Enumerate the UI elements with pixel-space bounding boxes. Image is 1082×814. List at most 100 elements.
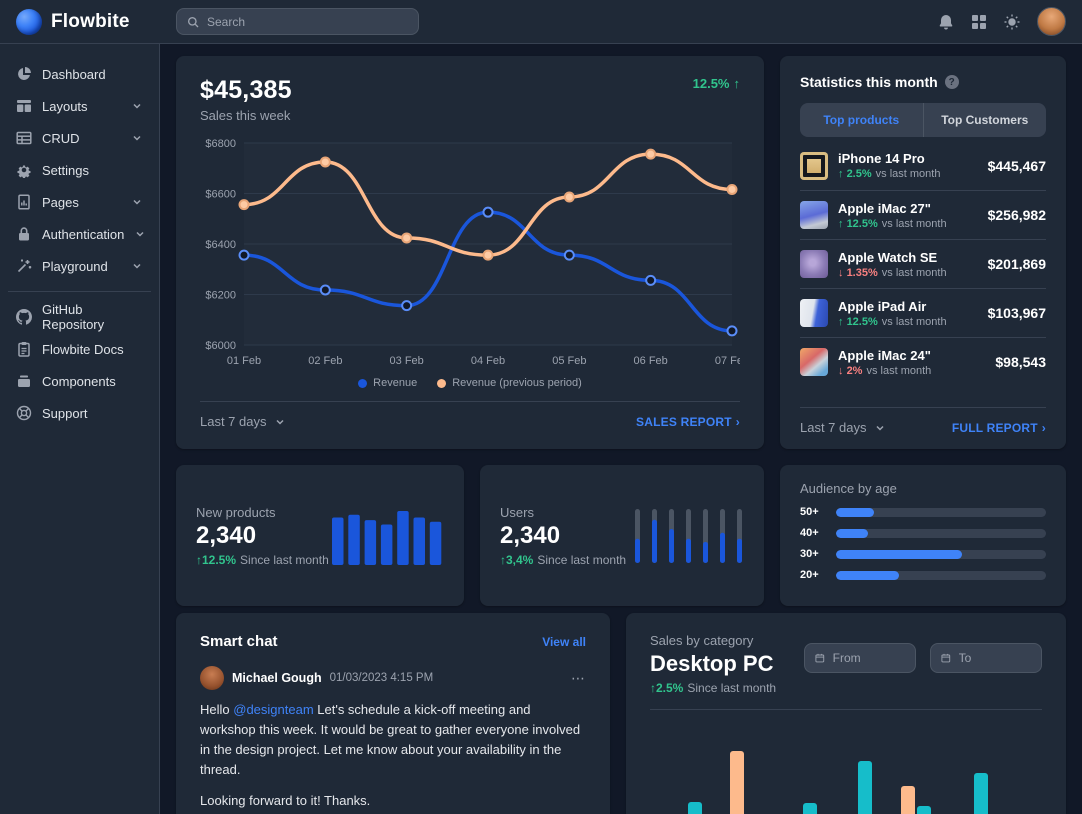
- smart-chat-card: Smart chat View all Michael Gough 01/03/…: [176, 613, 610, 814]
- calendar-icon: [815, 653, 825, 663]
- sales-subtitle: Sales this week: [200, 108, 291, 123]
- tab-top-products[interactable]: Top products: [823, 113, 900, 127]
- full-report-link[interactable]: FULL REPORT ›: [951, 420, 1046, 435]
- collection-icon: [16, 373, 32, 389]
- chat-title: Smart chat: [200, 633, 278, 650]
- tab-top-customers[interactable]: Top Customers: [922, 103, 1047, 137]
- arrow-up-icon: ↑: [838, 315, 844, 328]
- help-icon[interactable]: ?: [944, 75, 959, 89]
- kpi-value: 2,340: [196, 521, 257, 549]
- audience-bar-fill: [836, 549, 962, 559]
- sales-by-category-card: Sales by category Desktop PC ↑2.5% Since …: [626, 613, 1066, 814]
- statistics-title: Statistics this month: [800, 74, 938, 90]
- sidebar-link-components[interactable]: Components: [10, 365, 149, 397]
- svg-text:06 Feb: 06 Feb: [634, 355, 668, 367]
- category-label: Sales by category: [650, 633, 754, 648]
- date-from-field[interactable]: [804, 643, 916, 673]
- chevron-down-icon: [875, 425, 884, 431]
- sidebar-item-dashboard[interactable]: Dashboard: [10, 58, 149, 90]
- sidebar-item-pages[interactable]: Pages: [10, 186, 149, 218]
- life-buoy-icon: [16, 405, 32, 421]
- category-bar-chart: [650, 710, 1042, 814]
- audience-bar-fill: [836, 528, 868, 538]
- arrow-up-icon: ↑: [650, 681, 656, 695]
- sales-delta-badge: 12.5% ↑: [692, 76, 740, 91]
- category-value: Desktop PC: [650, 651, 774, 676]
- calendar-icon: [941, 653, 951, 663]
- svg-text:05 Feb: 05 Feb: [552, 355, 586, 367]
- clipboard-icon: [16, 341, 32, 357]
- layouts-icon: [16, 98, 32, 114]
- sidebar-item-crud[interactable]: CRUD: [10, 122, 149, 154]
- sidebar-item-authentication[interactable]: Authentication: [10, 218, 149, 250]
- category-bar: [803, 803, 817, 814]
- svg-text:02 Feb: 02 Feb: [308, 355, 342, 367]
- sales-report-link[interactable]: SALES REPORT ›: [636, 414, 740, 429]
- theme-toggle-sun-icon[interactable]: [1004, 14, 1020, 30]
- date-range-dropdown[interactable]: Last 7 days: [800, 420, 886, 435]
- sidebar-divider: [8, 291, 151, 292]
- chat-message-footer: Looking forward to it! Thanks.: [200, 792, 371, 808]
- chevron-right-icon: ›: [1041, 420, 1046, 435]
- svg-text:$6800: $6800: [205, 138, 236, 150]
- product-row: Apple iMac 24" ↓ 2% vs last month $98,543: [800, 337, 1046, 386]
- chevron-right-icon: ›: [735, 414, 740, 429]
- sales-line-chart: $6000 $6200 $6400 $6600 $6800 01 Feb 02 Feb 03 …: [205, 138, 740, 367]
- search-input[interactable]: [207, 14, 408, 29]
- category-bar: [901, 786, 915, 814]
- progress-track: [836, 507, 1046, 517]
- user-avatar[interactable]: [1037, 7, 1066, 36]
- search-icon: [188, 16, 199, 27]
- search-box[interactable]: [176, 8, 419, 35]
- brand[interactable]: Flowbite: [16, 8, 176, 35]
- audience-bar-fill: [836, 507, 874, 517]
- category-bar: [974, 773, 988, 814]
- sidebar-item-playground[interactable]: Playground: [10, 250, 149, 282]
- chart-pie-icon: [16, 66, 32, 82]
- svg-text:$6600: $6600: [205, 189, 236, 201]
- magic-wand-icon: [16, 258, 32, 274]
- product-image-iphone-14-pro: [800, 151, 828, 180]
- arrow-up-icon: ↑: [500, 552, 506, 567]
- chevron-down-icon: [131, 196, 143, 208]
- svg-text:04 Feb: 04 Feb: [471, 355, 505, 367]
- mention-link[interactable]: @designteam: [233, 702, 314, 717]
- sidebar: Dashboard Layouts CRUD Settings Pages Au…: [0, 44, 160, 814]
- chevron-down-icon: [131, 100, 143, 112]
- date-range-dropdown[interactable]: Last 7 days: [200, 414, 286, 429]
- arrow-down-icon: ↓: [838, 364, 844, 377]
- avatar-michael-gough: [200, 666, 224, 690]
- flowbite-logo-icon: [16, 8, 42, 35]
- sales-amount: $45,385: [200, 76, 292, 104]
- date-to-field[interactable]: [930, 643, 1042, 673]
- svg-text:$6400: $6400: [205, 239, 236, 251]
- svg-text:$6200: $6200: [205, 290, 236, 302]
- audience-bar-fill: [836, 570, 899, 580]
- date-to-input[interactable]: [958, 651, 1031, 665]
- chat-message-body: Hello @designteam Let's schedule a kick-…: [200, 702, 581, 778]
- chat-message-header: Michael Gough 01/03/2023 4:15 PM ⋯: [200, 666, 586, 690]
- sidebar-item-settings[interactable]: Settings: [10, 154, 149, 186]
- dots-menu-icon[interactable]: ⋯: [571, 669, 586, 686]
- product-row: Apple Watch SE ↓ 1.35% vs last month $201…: [800, 239, 1046, 288]
- notifications-bell-icon[interactable]: [938, 14, 954, 30]
- product-image-imac-27: [800, 201, 828, 229]
- sidebar-link-docs[interactable]: Flowbite Docs: [10, 333, 149, 365]
- top-navbar: Flowbite: [0, 0, 1082, 44]
- new-products-card: New products 2,340 ↑12.5% Since last mont…: [176, 465, 464, 606]
- view-all-link[interactable]: View all: [542, 634, 586, 649]
- github-icon: [16, 309, 32, 325]
- kpi-label: New products: [196, 504, 276, 520]
- apps-grid-icon[interactable]: [971, 14, 987, 30]
- category-bar: [730, 751, 744, 814]
- product-image-imac-24: [800, 348, 828, 376]
- date-from-input[interactable]: [832, 651, 905, 665]
- audience-title: Audience by age: [800, 481, 897, 496]
- sidebar-item-layouts[interactable]: Layouts: [10, 90, 149, 122]
- sidebar-link-github[interactable]: GitHub Repository: [10, 301, 149, 333]
- chevron-down-icon: [275, 419, 284, 425]
- sales-this-week-card: $45,385 Sales this week 12.5% ↑ $6000 $620…: [176, 56, 764, 449]
- svg-text:03 Feb: 03 Feb: [390, 355, 424, 367]
- sidebar-link-support[interactable]: Support: [10, 397, 149, 429]
- arrow-up-icon: ↑: [838, 168, 844, 180]
